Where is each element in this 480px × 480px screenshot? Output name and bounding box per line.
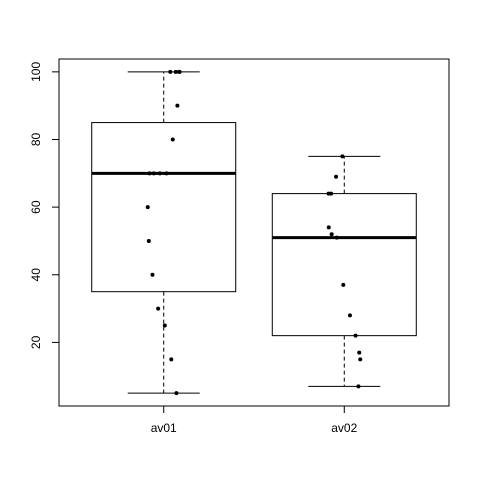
plot-frame [58, 58, 450, 407]
data-point [162, 323, 167, 328]
box-av02 [271, 155, 417, 387]
y-tick-label: 80 [29, 132, 43, 146]
data-point [157, 171, 162, 176]
x-axis: av01 av02 [151, 405, 358, 435]
x-tick-label: av02 [331, 421, 357, 435]
data-point [334, 235, 339, 240]
points-av01 [145, 69, 182, 396]
x-tick-label: av01 [151, 421, 177, 435]
data-point [145, 205, 150, 210]
data-point [168, 69, 173, 74]
box-av01 [91, 71, 237, 394]
data-point [356, 384, 361, 389]
data-point [174, 391, 179, 396]
y-tick-label: 20 [29, 335, 43, 349]
data-point [147, 171, 152, 176]
y-tick-label: 100 [29, 62, 43, 82]
y-tick-label: 60 [29, 200, 43, 214]
data-point [177, 69, 182, 74]
data-point [341, 282, 346, 287]
data-point [164, 171, 169, 176]
data-point [150, 272, 155, 277]
data-point [334, 174, 339, 179]
y-tick-label: 40 [29, 268, 43, 282]
data-point [173, 69, 178, 74]
points-av02 [326, 154, 363, 389]
data-point [170, 137, 175, 142]
data-point [353, 333, 358, 338]
data-point [151, 171, 156, 176]
data-point [146, 238, 151, 243]
data-point [169, 357, 174, 362]
chart-marks [91, 69, 417, 396]
data-point [347, 313, 352, 318]
data-point [357, 350, 362, 355]
box-body [91, 122, 237, 293]
data-point [358, 357, 363, 362]
box-body [271, 193, 417, 337]
data-point [326, 191, 331, 196]
data-point [326, 225, 331, 230]
data-point [329, 232, 334, 237]
data-point [340, 154, 345, 159]
data-point [175, 103, 180, 108]
y-axis: 20 40 60 80 100 [29, 62, 60, 349]
data-point [156, 306, 161, 311]
